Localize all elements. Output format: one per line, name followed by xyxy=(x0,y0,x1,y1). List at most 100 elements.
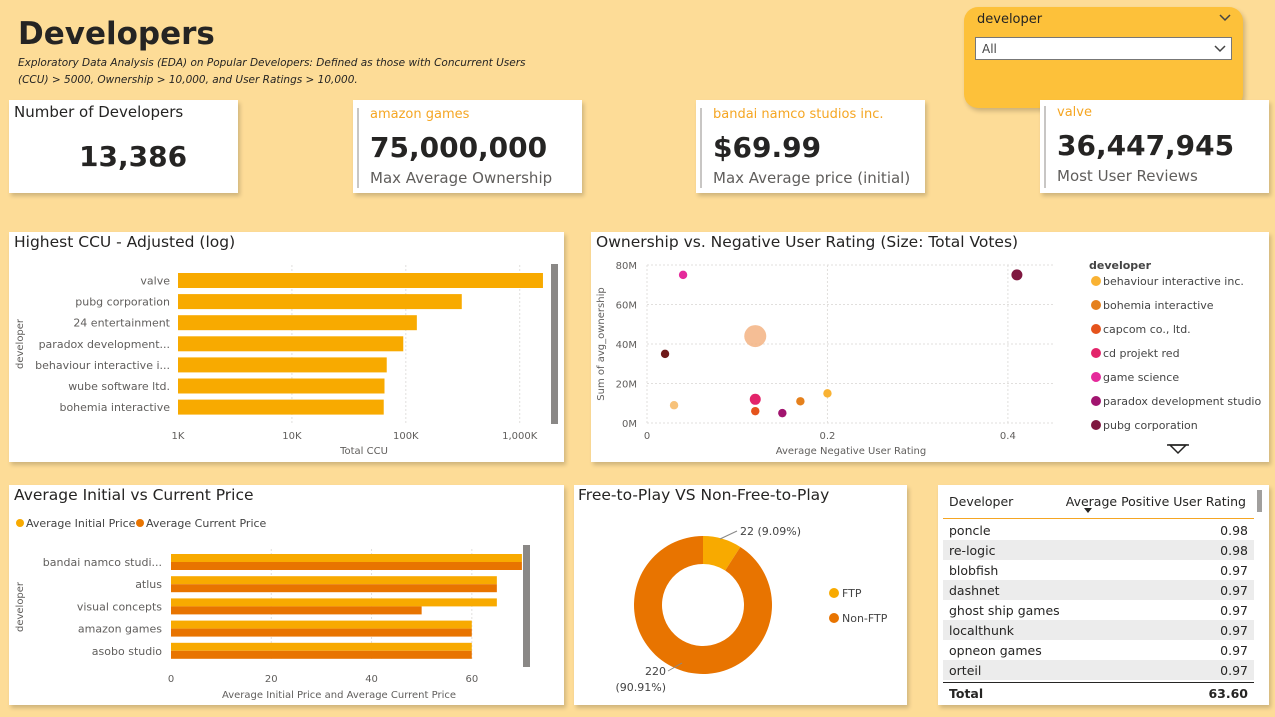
data-point[interactable] xyxy=(1011,269,1023,281)
rating-table-card: Developer Average Positive User Rating p… xyxy=(938,485,1269,705)
table-row[interactable]: ghost ship games 0.97 xyxy=(943,600,1254,620)
sort-descending-icon[interactable] xyxy=(1084,508,1092,514)
data-point[interactable] xyxy=(749,393,761,405)
y-tick-label: 40M xyxy=(616,340,637,351)
label-leader xyxy=(719,530,738,540)
x-tick-label: 0.4 xyxy=(1000,431,1016,442)
data-point[interactable] xyxy=(660,349,670,359)
table-row[interactable]: localthunk 0.97 xyxy=(943,620,1254,640)
legend-marker[interactable] xyxy=(1091,420,1101,430)
data-point[interactable] xyxy=(823,389,832,398)
legend-item[interactable]: capcom co., ltd. xyxy=(1103,323,1191,336)
legend-item[interactable]: bohemia interactive xyxy=(1103,299,1214,312)
legend-item[interactable]: behaviour interactive inc. xyxy=(1103,275,1244,288)
data-point[interactable] xyxy=(796,397,805,406)
y-tick-label: 0M xyxy=(622,419,637,430)
kpi-developer: valve xyxy=(1057,105,1092,120)
slicer-collapse-icon[interactable] xyxy=(1218,13,1232,23)
table-row[interactable]: poncle 0.98 xyxy=(943,520,1254,540)
table-row[interactable]: dashnet 0.97 xyxy=(943,580,1254,600)
bar[interactable] xyxy=(171,598,497,607)
bar[interactable] xyxy=(171,650,472,659)
legend-marker[interactable] xyxy=(16,519,24,527)
col-header-developer[interactable]: Developer xyxy=(949,494,1014,509)
cell-developer: re-logic xyxy=(943,540,1178,560)
bar[interactable] xyxy=(171,620,472,629)
cell-developer: orteil xyxy=(943,660,1178,680)
chevron-down-icon xyxy=(1214,45,1226,53)
slicer-dropdown[interactable]: All xyxy=(975,37,1232,60)
legend-marker[interactable] xyxy=(1091,300,1101,310)
scatter-chart: 0M 20M 40M 60M 80M 0 0.2 0.4 Average Negative Us… xyxy=(596,259,1261,457)
bar[interactable] xyxy=(171,628,472,637)
kpi-developer: amazon games xyxy=(370,107,470,122)
bar[interactable] xyxy=(178,273,543,288)
scrollbar-thumb[interactable] xyxy=(523,545,530,667)
bar[interactable] xyxy=(178,294,462,310)
bar[interactable] xyxy=(171,642,472,651)
legend-marker[interactable] xyxy=(136,519,144,527)
x-tick-label: 1K xyxy=(172,431,185,442)
cell-rating: 0.97 xyxy=(1177,600,1254,620)
kpi-card-most-reviews: valve 36,447,945 Most User Reviews xyxy=(1040,100,1269,193)
bar[interactable] xyxy=(171,576,497,585)
bar[interactable] xyxy=(178,357,387,373)
category-label: asobo studio xyxy=(92,645,162,658)
donut-slice[interactable] xyxy=(634,536,772,674)
data-point[interactable] xyxy=(751,406,760,416)
legend-item[interactable]: Average Current Price xyxy=(146,517,267,530)
x-tick-label: 10K xyxy=(282,431,302,442)
legend-item[interactable]: Average Initial Price xyxy=(26,517,136,530)
bar[interactable] xyxy=(178,399,384,415)
data-label: 22 (9.09%) xyxy=(740,525,801,538)
legend-marker[interactable] xyxy=(1091,324,1101,334)
legend-marker[interactable] xyxy=(1091,396,1101,406)
legend-item[interactable]: pubg corporation xyxy=(1103,419,1198,432)
bar[interactable] xyxy=(178,378,385,394)
data-point[interactable] xyxy=(669,401,679,410)
legend-item[interactable]: cd projekt red xyxy=(1103,347,1180,360)
cell-developer: blobfish xyxy=(943,560,1178,580)
bar[interactable] xyxy=(171,562,522,570)
x-axis-title: Average Negative User Rating xyxy=(776,446,927,457)
table-scrollbar[interactable] xyxy=(1257,490,1262,512)
legend-item[interactable]: Non-FTP xyxy=(842,612,888,625)
legend-marker[interactable] xyxy=(1091,372,1101,382)
legend-scroll-down-icon[interactable] xyxy=(1168,444,1188,455)
legend-item[interactable]: FTP xyxy=(842,587,862,600)
total-label: Total xyxy=(949,686,984,701)
table-row[interactable]: opneon games 0.97 xyxy=(943,640,1254,660)
ccu-chart: 1K 10K 100K 1,000K valve pubg corporation 24 e… xyxy=(15,264,558,457)
data-point[interactable] xyxy=(678,270,688,280)
bar[interactable] xyxy=(178,336,404,352)
legend-marker[interactable] xyxy=(1091,276,1101,286)
cell-developer: dashnet xyxy=(943,580,1178,600)
col-header-rating[interactable]: Average Positive User Rating xyxy=(1065,494,1246,509)
scrollbar-thumb[interactable] xyxy=(551,264,558,424)
legend-marker[interactable] xyxy=(1091,348,1101,358)
bar[interactable] xyxy=(171,554,522,562)
table-row[interactable]: re-logic 0.98 xyxy=(943,540,1254,560)
legend-item[interactable]: paradox development studio xyxy=(1103,395,1261,408)
cell-developer: ghost ship games xyxy=(943,600,1178,620)
kpi-value: 36,447,945 xyxy=(1057,129,1235,162)
cell-developer: localthunk xyxy=(943,620,1178,640)
bar[interactable] xyxy=(171,584,497,593)
price-chart: 0 20 40 60 Average Initial Price Average Curr… xyxy=(15,517,530,701)
data-point[interactable] xyxy=(744,325,767,348)
legend-marker[interactable] xyxy=(829,588,839,598)
y-tick-label: 20M xyxy=(616,380,637,391)
ccu-chart-card: Highest CCU - Adjusted (log) 1K 10K 100K 1,… xyxy=(9,232,564,462)
data-point[interactable] xyxy=(778,408,787,418)
legend-marker[interactable] xyxy=(829,613,839,623)
category-label: wube software ltd. xyxy=(68,380,170,393)
donut-slice[interactable] xyxy=(703,536,741,571)
bar[interactable] xyxy=(171,606,422,615)
table-row[interactable]: blobfish 0.97 xyxy=(943,560,1254,580)
table-row[interactable]: orteil 0.97 xyxy=(943,660,1254,680)
legend-item[interactable]: game science xyxy=(1103,371,1179,384)
developer-slicer[interactable]: developer All xyxy=(964,7,1243,108)
cell-rating: 0.98 xyxy=(1177,520,1254,540)
bar[interactable] xyxy=(178,315,417,331)
price-chart-title: Average Initial vs Current Price xyxy=(14,486,254,504)
